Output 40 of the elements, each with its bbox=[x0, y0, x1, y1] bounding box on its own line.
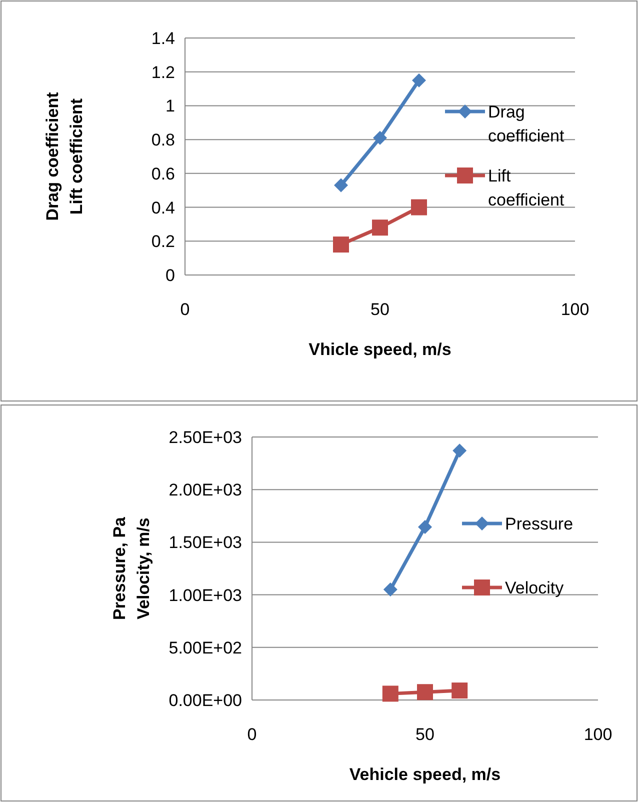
point bbox=[417, 684, 433, 700]
y-tick-label: 1.4 bbox=[151, 29, 175, 48]
point bbox=[333, 236, 349, 253]
y-tick-label: 0 bbox=[166, 266, 175, 285]
y-tick-label: 0.4 bbox=[151, 198, 175, 218]
legend-label: Velocity bbox=[505, 578, 564, 598]
y-tick-label: 1.50E+03 bbox=[168, 533, 242, 552]
y-tick-label: 2.50E+03 bbox=[168, 428, 242, 447]
x-tick-label: 50 bbox=[416, 725, 434, 744]
y-tick-label: 0.2 bbox=[151, 232, 175, 252]
point bbox=[373, 130, 387, 145]
x-axis-title: Vehicle speed, m/s bbox=[349, 765, 501, 784]
y-tick-label: 0.8 bbox=[151, 130, 175, 150]
x-axis-title: Vhicle speed, m/s bbox=[308, 340, 452, 359]
point bbox=[452, 444, 467, 458]
legend-label: Lift coefficient bbox=[488, 166, 565, 210]
x-tick-label: 100 bbox=[560, 300, 590, 319]
point bbox=[382, 686, 398, 702]
point bbox=[411, 199, 427, 216]
point bbox=[418, 520, 432, 534]
point bbox=[452, 682, 468, 699]
point bbox=[383, 582, 398, 597]
x-tick-label: 50 bbox=[370, 300, 390, 319]
x-tick-label: 0 bbox=[247, 725, 257, 744]
x-tick-label: 0 bbox=[180, 300, 190, 319]
legend-label: Drag coefficient bbox=[488, 102, 565, 146]
point bbox=[412, 73, 426, 88]
x-tick-label: 100 bbox=[584, 725, 612, 744]
point bbox=[372, 220, 388, 236]
y-tick-label: 1.00E+03 bbox=[168, 586, 242, 605]
y-tick-label: 1.2 bbox=[151, 62, 175, 82]
legend-label: Pressure bbox=[505, 514, 574, 534]
y-tick-label: 2.00E+03 bbox=[168, 480, 242, 500]
y-tick-label: 5.00E+02 bbox=[168, 638, 242, 658]
y-tick-label: 0.6 bbox=[151, 164, 175, 184]
y-tick-label: 1 bbox=[166, 96, 175, 116]
y-tick-label: 0.00E+00 bbox=[168, 691, 242, 710]
y-axis-title: Drag coefficient Lift coefficient bbox=[43, 92, 86, 221]
point bbox=[334, 178, 348, 192]
y-axis-title: Pressure, Pa Velocity, m/s bbox=[110, 516, 153, 620]
